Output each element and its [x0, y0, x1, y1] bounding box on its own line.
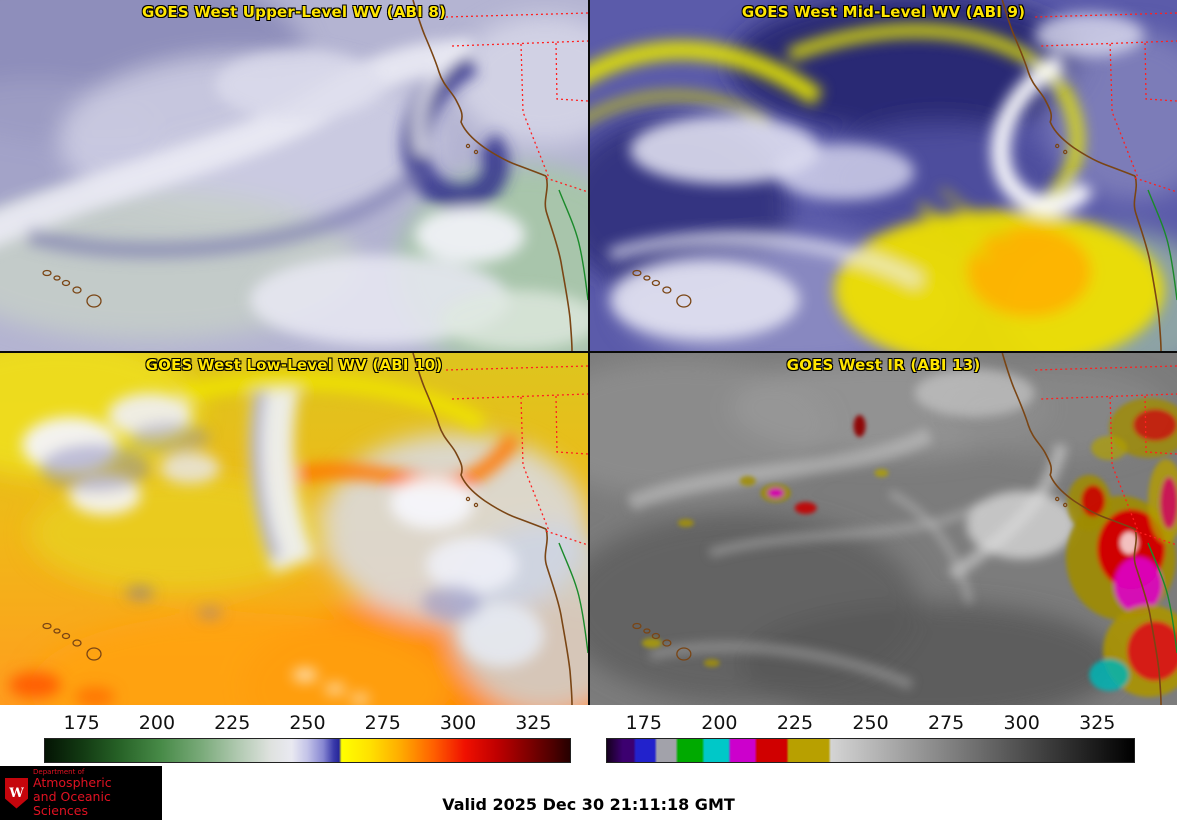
map-overlay — [632, 353, 1177, 705]
tick-label: 275 — [927, 712, 965, 734]
tick-label: 325 — [1079, 712, 1116, 734]
tick-label: 200 — [701, 712, 738, 734]
tick-label: 300 — [1003, 712, 1040, 734]
ir-colorbar-ticks: 175 200 225 250 275 300 325 — [606, 708, 1135, 738]
panel-mid-wv: GOES West Mid-Level WV (ABI 9) — [590, 0, 1177, 351]
tick-label: 325 — [515, 712, 552, 734]
map-overlay — [632, 0, 1177, 351]
tick-label: 225 — [214, 712, 251, 734]
map-overlay — [42, 0, 588, 351]
map-overlay — [42, 353, 588, 705]
tick-label: 250 — [852, 712, 889, 734]
upper-wv-imagery — [0, 0, 588, 351]
panel-title: GOES West IR (ABI 13) — [786, 356, 981, 374]
panel-grid: GOES West Upper-Level WV (ABI 8) — [0, 0, 1177, 705]
uw-aos-logo: W Department of Atmospheric and Oceanic … — [0, 766, 162, 820]
panel-title: GOES West Mid-Level WV (ABI 9) — [741, 3, 1026, 21]
logo-line-2: and Oceanic Sciences — [33, 788, 111, 818]
tick-label: 275 — [364, 712, 401, 734]
wv-colorbar-gradient — [44, 738, 571, 763]
panel-upper-wv: GOES West Upper-Level WV (ABI 8) — [0, 0, 588, 351]
logo-line-1: Atmospheric — [33, 775, 112, 791]
mid-wv-imagery — [590, 0, 1177, 351]
tick-label: 225 — [776, 712, 814, 734]
ir-colorbar: 175 200 225 250 275 300 325 — [606, 708, 1135, 763]
wv-colorbar: 175 200 225 250 275 300 325 — [44, 708, 571, 763]
panel-title: GOES West Upper-Level WV (ABI 8) — [141, 3, 447, 21]
ir-imagery — [590, 353, 1177, 705]
panel-low-wv: GOES West Low-Level WV (ABI 10) — [0, 353, 588, 705]
tick-label: 175 — [625, 712, 662, 734]
ir-colorbar-gradient — [606, 738, 1135, 763]
uw-crest-icon: W — [5, 777, 28, 809]
tick-label: 200 — [138, 712, 176, 734]
panel-title: GOES West Low-Level WV (ABI 10) — [145, 356, 443, 374]
logo-text: Department of Atmospheric and Oceanic Sc… — [33, 767, 162, 818]
panel-ir: GOES West IR (ABI 13) — [590, 353, 1177, 705]
wv-colorbar-ticks: 175 200 225 250 275 300 325 — [44, 708, 571, 738]
logo-dept-line: Department of — [33, 767, 85, 776]
low-wv-imagery — [0, 353, 588, 705]
valid-time: Valid 2025 Dec 30 21:11:18 GMT — [442, 795, 735, 814]
tick-label: 300 — [439, 712, 477, 734]
tick-label: 250 — [289, 712, 326, 734]
tick-label: 175 — [63, 712, 100, 734]
